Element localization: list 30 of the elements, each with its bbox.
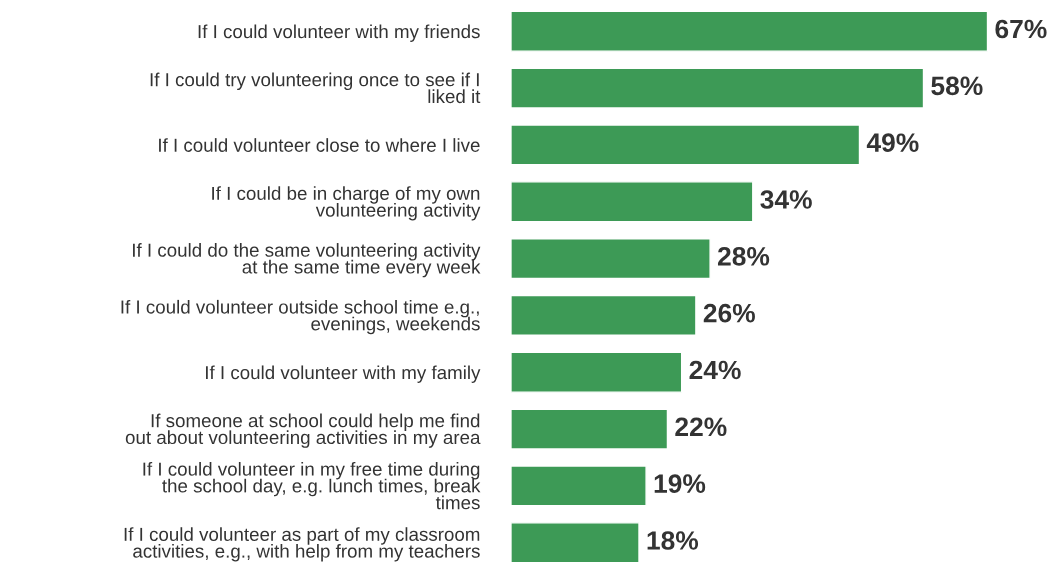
data-label: 22% [675, 417, 727, 437]
bar [510, 408, 669, 450]
data-label: 49% [866, 133, 919, 152]
y-tick-label: If I could volunteer outside school time e.g., evenings, weekends [121, 299, 480, 335]
y-tick-label: If I could volunteer as part of my classroom activities, e.g., with help from my teachers [124, 527, 480, 562]
bar [510, 237, 711, 280]
y-tick-label: If I could volunteer with my family [206, 365, 481, 383]
bar [510, 522, 640, 564]
data-label: 28% [717, 246, 770, 266]
y-tick-label: If someone at school could help me find out about volunteering activities in my area [125, 413, 481, 448]
bar [510, 351, 683, 393]
data-label: 34% [760, 190, 812, 209]
y-tick-label: If I could do the same volunteering activity at the same time every week [133, 243, 481, 278]
bar [510, 294, 697, 337]
bar [510, 10, 989, 52]
bar [510, 181, 754, 223]
y-tick-label: If I could volunteer close to where I live [159, 138, 480, 152]
y-tick-label: If I could volunteer in my free time during the school day, e.g. lunch times, break times [143, 461, 481, 510]
y-tick-label: If I could be in charge of my own volunteering activity [212, 186, 481, 221]
data-label: 67% [995, 19, 1047, 39]
bar [510, 465, 647, 507]
data-label: 18% [647, 531, 699, 550]
bar [510, 124, 861, 166]
data-label: 58% [931, 76, 983, 96]
data-label: 24% [689, 360, 741, 380]
data-label: 26% [703, 303, 755, 323]
data-label: 19% [654, 474, 706, 493]
y-tick-label: If I could volunteer with my friends [198, 24, 480, 42]
y-tick-label: If I could try volunteering once to see if I liked it [150, 72, 481, 104]
bar [510, 67, 925, 109]
